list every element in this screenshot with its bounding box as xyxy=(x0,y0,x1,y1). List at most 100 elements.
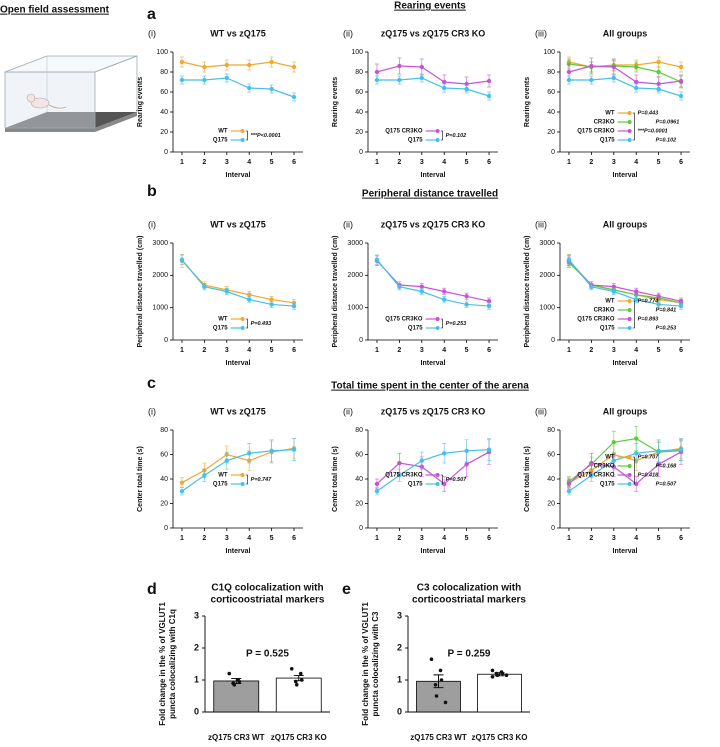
x-tick-label: 2 xyxy=(589,535,593,542)
section-title: Rearing events xyxy=(394,1,466,12)
x-axis-label: Interval xyxy=(613,360,638,367)
point xyxy=(419,75,424,81)
legend-label: WT xyxy=(605,111,615,117)
chart-title: zQ175 vs zQ175 CR3 KO xyxy=(381,28,486,38)
legend-marker xyxy=(435,326,440,330)
y-tick-label: 2000 xyxy=(539,272,555,279)
p-value: P=0.0961 xyxy=(656,119,680,125)
x-tick-label: 2 xyxy=(397,347,401,354)
legend-label: Q175 xyxy=(408,482,423,488)
x-tick-label: 3 xyxy=(225,535,229,542)
point xyxy=(442,79,447,85)
p-value: ***P<0.0001 xyxy=(251,133,281,139)
legend-marker xyxy=(435,317,440,321)
x-tick-label: 2 xyxy=(202,347,206,354)
legend-label: Q175 xyxy=(213,482,228,488)
chart-title: WT vs zQ175 xyxy=(210,406,266,416)
point xyxy=(634,64,639,70)
point xyxy=(374,77,380,83)
x-tick-label: 1 xyxy=(375,535,379,542)
point xyxy=(500,671,505,676)
x-tick-label: 3 xyxy=(225,159,229,166)
x-tick-label: 3 xyxy=(420,535,424,542)
panel-label: (i) xyxy=(148,406,156,416)
x-axis-label: Interval xyxy=(226,548,251,555)
point xyxy=(611,440,616,445)
y-tick-label: 1000 xyxy=(152,305,168,312)
x-tick-label: 1 xyxy=(180,347,184,354)
chart-title: zQ175 vs zQ175 CR3 KO xyxy=(381,219,486,229)
y-tick-label: 0 xyxy=(359,525,363,532)
line xyxy=(568,261,682,304)
point xyxy=(289,667,294,671)
p-value: P=0.168 xyxy=(656,463,678,469)
legend-marker xyxy=(240,482,245,486)
panel-letter: d xyxy=(147,581,157,598)
y-tick-label: 1 xyxy=(397,674,402,684)
point xyxy=(433,683,438,687)
point xyxy=(269,297,274,302)
x-tick-label: 1 xyxy=(180,535,184,542)
legend-marker xyxy=(435,473,440,477)
y-tick-label: 0 xyxy=(164,337,168,344)
point xyxy=(678,299,684,304)
y-tick-label: 80 xyxy=(160,69,168,76)
legend-marker xyxy=(627,473,632,477)
error-bar xyxy=(433,674,444,689)
x-tick-label: 1 xyxy=(375,347,379,354)
point xyxy=(293,679,298,684)
bracket xyxy=(440,474,443,485)
point xyxy=(490,675,495,679)
point xyxy=(397,77,402,83)
y-tick-label: 40 xyxy=(355,476,363,483)
x-tick-label: 1 xyxy=(180,159,184,166)
x-tick-label: 2 xyxy=(202,535,206,542)
line xyxy=(376,259,490,307)
point xyxy=(656,69,661,75)
x-tick-label: 4 xyxy=(634,347,638,354)
y-axis-label: Center total time (s) xyxy=(332,446,339,512)
y-tick-label: 40 xyxy=(160,476,168,483)
point xyxy=(374,257,380,263)
p-value: P = 0.525 xyxy=(246,649,289,660)
p-value: P=0.493 xyxy=(251,321,272,327)
y-tick-label: 40 xyxy=(355,109,363,116)
line xyxy=(181,447,295,484)
x-tick-label: 6 xyxy=(679,535,683,542)
point xyxy=(419,289,424,294)
legend-marker xyxy=(627,138,632,142)
point xyxy=(397,63,402,69)
point xyxy=(566,77,572,83)
point xyxy=(611,284,616,289)
p-value: P=0.253 xyxy=(656,325,677,331)
point xyxy=(589,63,594,69)
point xyxy=(202,284,207,289)
y-tick-label: 60 xyxy=(547,451,555,458)
bracket xyxy=(245,130,248,141)
line xyxy=(568,260,682,304)
y-tick-label: 3 xyxy=(397,610,402,620)
x-tick-label: 2 xyxy=(397,159,401,166)
legend-marker xyxy=(240,129,245,133)
legend-label: Q175 CR3KO xyxy=(577,473,615,479)
x-tick-label: 5 xyxy=(657,535,661,542)
point xyxy=(589,77,594,83)
x-tick-label: 4 xyxy=(247,535,251,542)
section-title: Total time spent in the center of the ar… xyxy=(331,381,529,392)
chart-title: All groups xyxy=(603,406,648,416)
x-tick-label: 5 xyxy=(465,159,469,166)
bar xyxy=(275,677,322,713)
legend-label: WT xyxy=(218,473,228,479)
point xyxy=(439,678,444,682)
y-tick-label: 0 xyxy=(164,525,168,532)
p-value: P=0.253 xyxy=(446,321,467,327)
point xyxy=(202,473,207,478)
y-tick-label: 0 xyxy=(194,706,199,716)
chart-title: corticoostriatal markers xyxy=(412,595,526,606)
point xyxy=(179,59,185,65)
x-tick-label: 3 xyxy=(612,535,616,542)
legend-marker xyxy=(627,482,632,486)
point xyxy=(634,436,639,441)
point xyxy=(202,64,207,70)
legend-label: Q175 xyxy=(213,326,228,332)
